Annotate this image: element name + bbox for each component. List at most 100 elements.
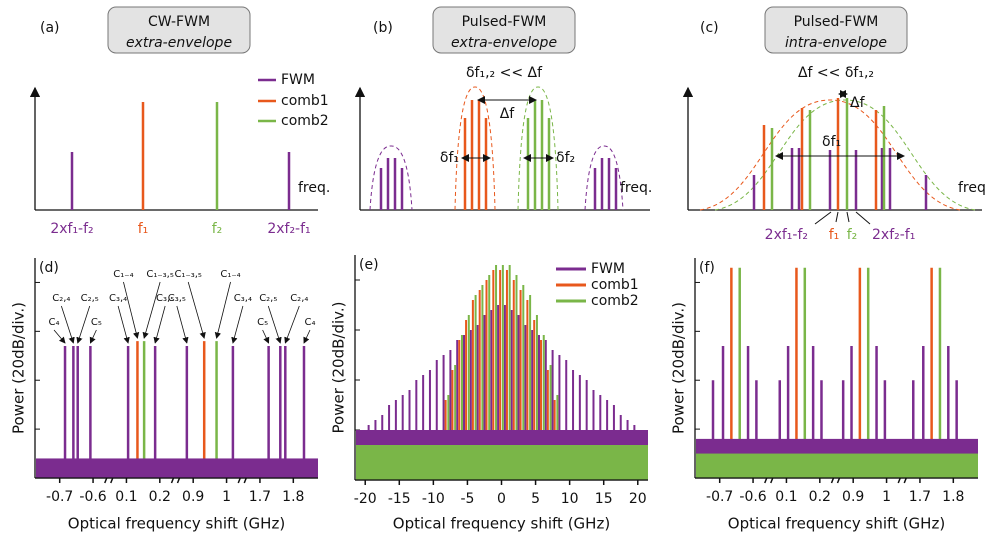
annotation-arrow [153,305,166,344]
annotation: C₁₋₃,₅ [174,269,201,280]
panel-label: (b) [373,20,393,36]
annotation: δf₁ [440,150,459,166]
x-tick-label: 1 [882,489,891,505]
schematic-b: (b) Pulsed-FWM extra-envelope δf₁,₂ << Δ… [354,6,652,211]
lines [762,98,878,210]
annotation-arrow [117,305,130,344]
annotation-arrow [231,305,244,344]
envelope [369,145,413,211]
annotation-arrow [267,305,282,344]
lines [770,98,886,210]
envelope [699,99,961,211]
y-axis-label: Power (20dB/div.) [330,302,348,434]
annotation: C₃,₄ [109,293,127,304]
annotation: C₅ [257,317,268,328]
x-tick-label: -0.6 [79,489,106,505]
x-tick-label: 5 [531,491,540,507]
panel-label: (a) [40,20,60,36]
noise-floor [356,445,648,480]
condition: δf₁,₂ << Δf [466,65,543,81]
line-label: 2xf₁-f₂ [765,227,808,243]
noise-floor [36,458,318,478]
lines [752,148,928,210]
annotation: C₃,₅ [156,293,174,304]
legend-label: comb2 [591,293,639,309]
panel-label: (c) [700,20,719,36]
annotation: C₂,₅ [81,293,99,304]
x-tick-label: 0.2 [149,489,171,505]
annotation: C₂,₄ [52,293,70,304]
title: CW-FWM [148,14,210,30]
x-tick-label: 0.9 [842,489,864,505]
line-label: 2xf₂-f₁ [872,227,915,243]
title: Pulsed-FWM [462,14,547,30]
x-tick-label: 0 [497,491,506,507]
annotation: Δf [850,95,866,111]
annotation: C₂,₄ [290,293,308,304]
x-tick-label: 10 [561,491,579,507]
x-tick-label: 1.7 [249,489,271,505]
title-box [764,6,908,54]
annotation: C₁₋₃,₅ [146,269,173,280]
legend-label: FWM [281,72,315,88]
x-tick-label: 0.2 [809,489,831,505]
annotation-arrow [142,281,161,339]
annotation: C₄ [49,317,60,328]
legend-label: comb1 [591,277,639,293]
line-label: f₁ [829,227,840,243]
legend-label: comb1 [281,93,329,109]
x-axis-label: Optical frequency shift (GHz) [68,515,285,533]
x-tick-label: 1.8 [942,489,964,505]
annotation-arrow [214,281,231,339]
annotation-arrow [76,305,91,344]
lines [526,100,551,210]
y-axis-label: Power (20dB/div.) [10,302,28,434]
title-box [107,6,251,54]
axis-label: freq. [298,180,330,196]
noise-floor [696,453,978,478]
axis-label: freq [958,180,986,196]
lines [379,158,618,210]
annotation: C₂,₅ [259,293,277,304]
x-tick-label: 0.9 [182,489,204,505]
panel-label: (e) [359,257,379,273]
schematic-a: (a) CW-FWM extra-envelope FWM comb1 comb… [29,6,330,237]
lines [463,100,488,210]
subtitle: extra-envelope [126,35,232,51]
legend-label: FWM [591,261,625,277]
line-label: 2xf₂-f₁ [267,221,310,237]
title: Pulsed-FWM [794,14,879,30]
x-tick-label: 20 [629,491,647,507]
annotation-arrow [123,281,140,339]
x-tick-label: 0.1 [115,489,137,505]
x-tick-label: -15 [388,491,411,507]
x-tick-label: 0.1 [775,489,797,505]
annotation-arrow [262,329,270,344]
x-axis-label: Optical frequency shift (GHz) [728,515,945,533]
line-label: f₂ [212,221,223,237]
x-axis-label: Optical frequency shift (GHz) [393,515,610,533]
subtitle: extra-envelope [451,35,557,51]
envelope [517,86,559,211]
y-axis-label: Power (20dB/div.) [670,302,688,434]
annotation-arrow [187,281,206,339]
annotation: C₃,₄ [234,293,252,304]
annotation: Δf [500,106,516,122]
annotation-arrow [89,329,97,344]
x-tick-label: -20 [354,491,377,507]
x-tick-label: -0.7 [46,489,73,505]
x-tick-label: -5 [460,491,474,507]
envelope [454,86,496,211]
x-tick-label: -0.7 [706,489,733,505]
x-tick-label: -0.6 [739,489,766,505]
subtitle: intra-envelope [785,35,887,51]
x-tick-label: 1 [222,489,231,505]
legend-label: comb2 [281,113,329,129]
axis-label: freq. [620,180,652,196]
annotation: C₃,₅ [168,293,186,304]
panel-label: (d) [39,260,59,276]
leaders [814,211,871,225]
panel-label: (f) [699,260,715,276]
annotation: C₄ [304,317,315,328]
line-label: f₂ [847,227,858,243]
